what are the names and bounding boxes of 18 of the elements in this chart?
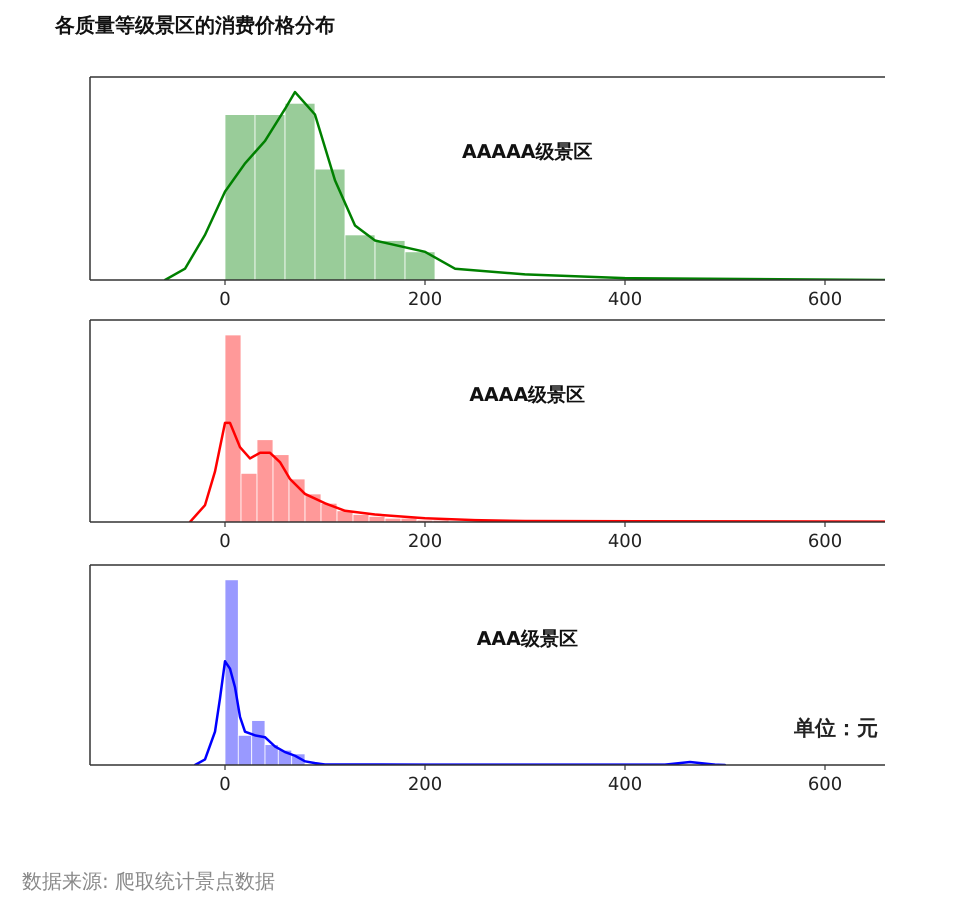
- x-tick-label: 0: [219, 774, 231, 795]
- x-tick-label: 200: [408, 289, 442, 310]
- x-tick-label: 400: [608, 289, 642, 310]
- x-tick-label: 600: [808, 531, 842, 552]
- x-tick-label: 0: [219, 289, 231, 310]
- text: AAAAA级景区: [462, 141, 593, 164]
- annotation: 单位：元: [793, 716, 878, 740]
- text: AAAA级景区: [469, 384, 586, 406]
- x-tick-label: 200: [408, 774, 442, 795]
- x-tick-label: 600: [808, 774, 842, 795]
- chart-title: 各质量等级景区的消费价格分布: [54, 13, 335, 37]
- x-tick-label: 400: [608, 531, 642, 552]
- x-tick-label: 600: [808, 289, 842, 310]
- source-note: 数据来源: 爬取统计景点数据: [22, 869, 276, 893]
- x-tick-label: 0: [219, 531, 231, 552]
- x-tick-label: 400: [608, 774, 642, 795]
- x-tick-label: 200: [408, 531, 442, 552]
- text: AAA级景区: [476, 628, 578, 650]
